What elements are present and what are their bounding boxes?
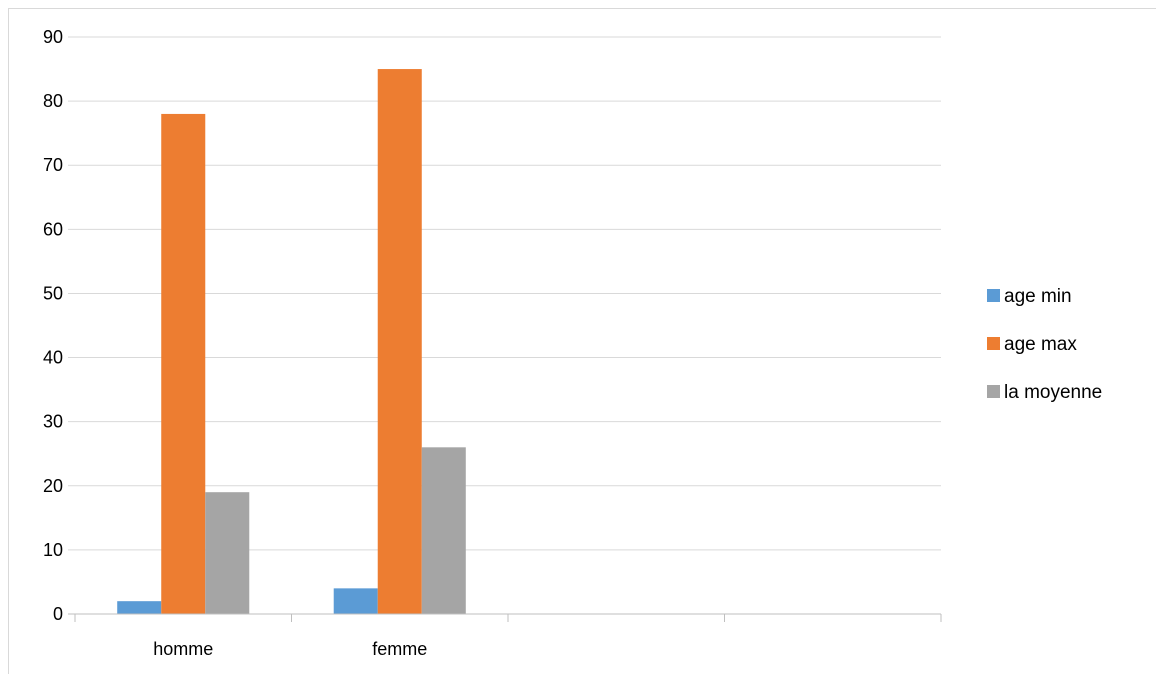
bar-la-moyenne-femme [421, 447, 466, 614]
bar-age-min-homme [117, 601, 162, 614]
bar-age-min-femme [333, 588, 378, 614]
legend-label: age max [1004, 334, 1077, 355]
legend-swatch [987, 337, 1000, 350]
y-tick-label: 10 [43, 540, 63, 560]
y-tick-label: 40 [43, 348, 63, 368]
bars [117, 69, 466, 615]
y-tick-label: 60 [43, 219, 63, 239]
bar-age-max-femme [377, 69, 422, 615]
legend-label: la moyenne [1004, 382, 1102, 403]
legend: age min age max la moyenne [987, 286, 1102, 403]
y-tick-label: 90 [43, 27, 63, 47]
gridlines [68, 36, 941, 551]
x-tick-label: homme [153, 639, 213, 659]
axes: 0 10 20 30 40 50 60 70 80 90 homme femme [43, 27, 942, 659]
legend-label: age min [1004, 286, 1072, 307]
y-tick-label: 20 [43, 476, 63, 496]
bar-age-max-homme [161, 113, 206, 614]
y-tick-label: 30 [43, 412, 63, 432]
legend-swatch [987, 385, 1000, 398]
y-tick-label: 70 [43, 155, 63, 175]
y-tick-label: 80 [43, 91, 63, 111]
x-tick-label: femme [372, 639, 427, 659]
y-tick-label: 0 [53, 604, 63, 624]
chart-frame [8, 8, 1156, 674]
y-tick-label: 50 [43, 283, 63, 303]
bar-la-moyenne-homme [205, 492, 250, 614]
legend-swatch [987, 289, 1000, 302]
